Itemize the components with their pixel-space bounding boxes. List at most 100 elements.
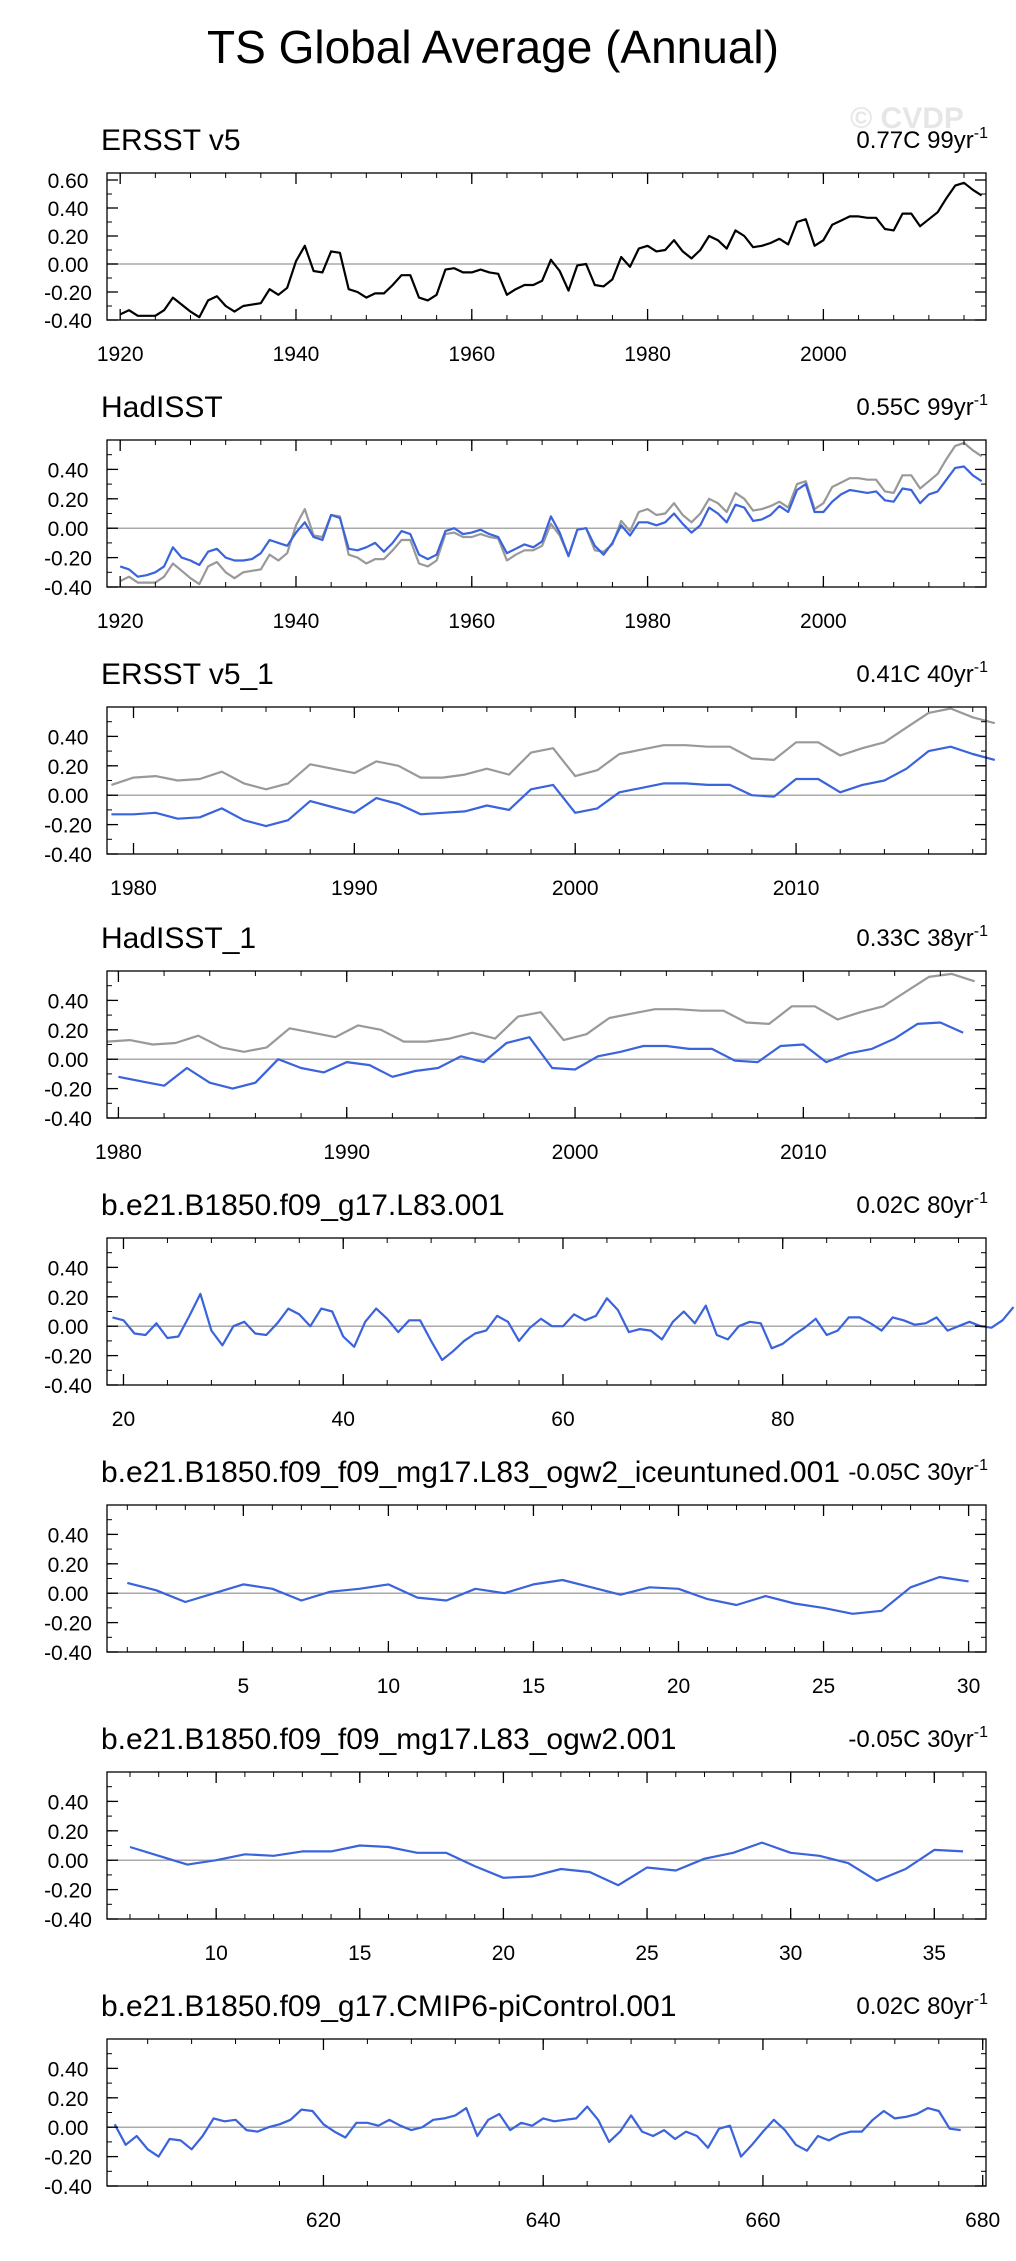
- series-line-ref-1: [111, 707, 996, 791]
- y-tick-label: -0.40: [44, 1642, 92, 1665]
- plot-frame: [106, 970, 987, 1119]
- plot-frame: [106, 1504, 987, 1653]
- x-tick-label: 10: [377, 1675, 400, 1698]
- x-tick-label: 1990: [323, 1141, 370, 1164]
- x-tick-label: 2000: [800, 610, 847, 633]
- panel-title: b.e21.B1850.f09_g17.CMIP6-piControl.001: [101, 1990, 676, 2023]
- x-tick-label: 1980: [110, 877, 157, 900]
- x-tick-label: 1960: [448, 610, 495, 633]
- x-tick-label: 1990: [331, 877, 378, 900]
- y-tick-label: -0.40: [44, 844, 92, 867]
- series-line-model-2: [118, 1021, 964, 1090]
- trend-exponent: -1: [974, 659, 988, 676]
- trend-value: 0.77C 99yr: [856, 127, 973, 154]
- y-tick-label: -0.20: [44, 1613, 92, 1636]
- trend-label: 0.02C 80yr-1: [856, 1991, 988, 2020]
- panel-7: b.e21.B1850.f09_f09_mg17.L83_ogw2.001 -0.…: [44, 1723, 988, 1965]
- x-tick-label: 2010: [773, 877, 820, 900]
- y-tick-label: 0.00: [48, 2117, 89, 2140]
- trend-value: 0.02C 80yr: [856, 1993, 973, 2020]
- y-tick-label: -0.20: [44, 548, 92, 571]
- x-tick-label: 680: [965, 2209, 1000, 2232]
- x-tick-label: 660: [745, 2209, 780, 2232]
- y-tick-label: -0.40: [44, 310, 92, 333]
- panel-3: ERSST v5_1 0.41C 40yr-1 -0.40 -0.20 0.00 0.20…: [44, 658, 996, 900]
- x-tick-label: 15: [522, 1675, 545, 1698]
- panel-title: b.e21.B1850.f09_f09_mg17.L83_ogw2.001: [101, 1723, 677, 1756]
- x-tick-label: 80: [771, 1408, 794, 1431]
- series-line-ref-1: [106, 972, 975, 1053]
- watermark: © CVDP: [850, 102, 964, 135]
- y-tick-label: 0.40: [48, 1257, 89, 1280]
- y-tick-label: -0.40: [44, 1108, 92, 1131]
- y-tick-label: 0.00: [48, 518, 89, 541]
- trend-value: -0.05C 30yr: [848, 1726, 973, 1753]
- trend-label: 0.55C 99yr-1: [856, 392, 988, 421]
- trend-exponent: -1: [974, 1190, 988, 1207]
- x-tick-label: 10: [204, 1942, 227, 1965]
- x-tick-label: 40: [332, 1408, 355, 1431]
- series-line-model-2: [111, 745, 996, 828]
- series-line-model-1: [112, 1292, 1015, 1362]
- trend-value: 0.02C 80yr: [856, 1192, 973, 1219]
- trend-exponent: -1: [974, 1457, 988, 1474]
- y-tick-label: 0.20: [48, 226, 89, 249]
- panel-6: b.e21.B1850.f09_f09_mg17.L83_ogw2_iceunt…: [44, 1456, 988, 1698]
- x-tick-label: 2000: [552, 1141, 599, 1164]
- x-tick-label: 1980: [624, 343, 671, 366]
- x-tick-label: 1980: [624, 610, 671, 633]
- x-tick-label: 20: [667, 1675, 690, 1698]
- plot-frame: [106, 1237, 987, 1386]
- trend-value: -0.05C 30yr: [848, 1459, 973, 1486]
- trend-exponent: -1: [974, 1724, 988, 1741]
- trend-exponent: -1: [974, 923, 988, 940]
- y-tick-label: 0.00: [48, 1583, 89, 1606]
- y-tick-label: -0.40: [44, 2176, 92, 2199]
- plot-frame: [106, 439, 987, 588]
- x-tick-label: 620: [306, 2209, 341, 2232]
- figure-title: TS Global Average (Annual): [207, 21, 779, 73]
- y-tick-label: 0.40: [48, 1524, 89, 1547]
- trend-label: 0.02C 80yr-1: [856, 1190, 988, 1219]
- panel-title: HadISST_1: [101, 922, 256, 955]
- series-line-ref-1: [119, 441, 983, 586]
- panel-title: ERSST v5: [101, 124, 241, 157]
- x-tick-label: 1920: [97, 343, 144, 366]
- y-tick-label: 0.40: [48, 990, 89, 1013]
- panel-title: HadISST: [101, 391, 223, 424]
- x-tick-label: 2000: [800, 343, 847, 366]
- y-tick-label: 0.20: [48, 1020, 89, 1043]
- y-tick-label: 0.40: [48, 1791, 89, 1814]
- trend-label: -0.05C 30yr-1: [848, 1724, 988, 1753]
- x-tick-label: 25: [635, 1942, 658, 1965]
- x-tick-label: 5: [238, 1675, 250, 1698]
- x-tick-label: 60: [551, 1408, 574, 1431]
- y-tick-label: 0.20: [48, 1554, 89, 1577]
- y-tick-label: 0.20: [48, 489, 89, 512]
- trend-value: 0.33C 38yr: [856, 925, 973, 952]
- panel-title: b.e21.B1850.f09_g17.L83.001: [101, 1189, 505, 1222]
- x-tick-label: 2000: [552, 877, 599, 900]
- y-tick-label: 0.60: [48, 170, 89, 193]
- panel-8: b.e21.B1850.f09_g17.CMIP6-piControl.001 0…: [44, 1990, 1000, 2232]
- series-line-obs-1: [119, 181, 983, 319]
- x-tick-label: 30: [779, 1942, 802, 1965]
- x-tick-label: 1980: [95, 1141, 142, 1164]
- trend-exponent: -1: [974, 125, 988, 142]
- series-line-model-1: [127, 1575, 969, 1615]
- trend-exponent: -1: [974, 392, 988, 409]
- series-line-model-1: [113, 2105, 961, 2158]
- x-tick-label: 20: [112, 1408, 135, 1431]
- plot-frame: [106, 2038, 987, 2187]
- x-tick-label: 30: [957, 1675, 980, 1698]
- x-tick-label: 20: [492, 1942, 515, 1965]
- y-tick-label: -0.20: [44, 2147, 92, 2170]
- y-tick-label: -0.20: [44, 815, 92, 838]
- y-tick-label: 0.40: [48, 726, 89, 749]
- panel-5: b.e21.B1850.f09_g17.L83.001 0.02C 80yr-1-…: [44, 1189, 1015, 1431]
- trend-value: 0.41C 40yr: [856, 661, 973, 688]
- x-tick-label: 640: [526, 2209, 561, 2232]
- panel-title: ERSST v5_1: [101, 658, 274, 691]
- panel-1: ERSST v5 0.77C 99yr-1 -0.40 -0.20 0.00 0.20 0.…: [44, 124, 988, 366]
